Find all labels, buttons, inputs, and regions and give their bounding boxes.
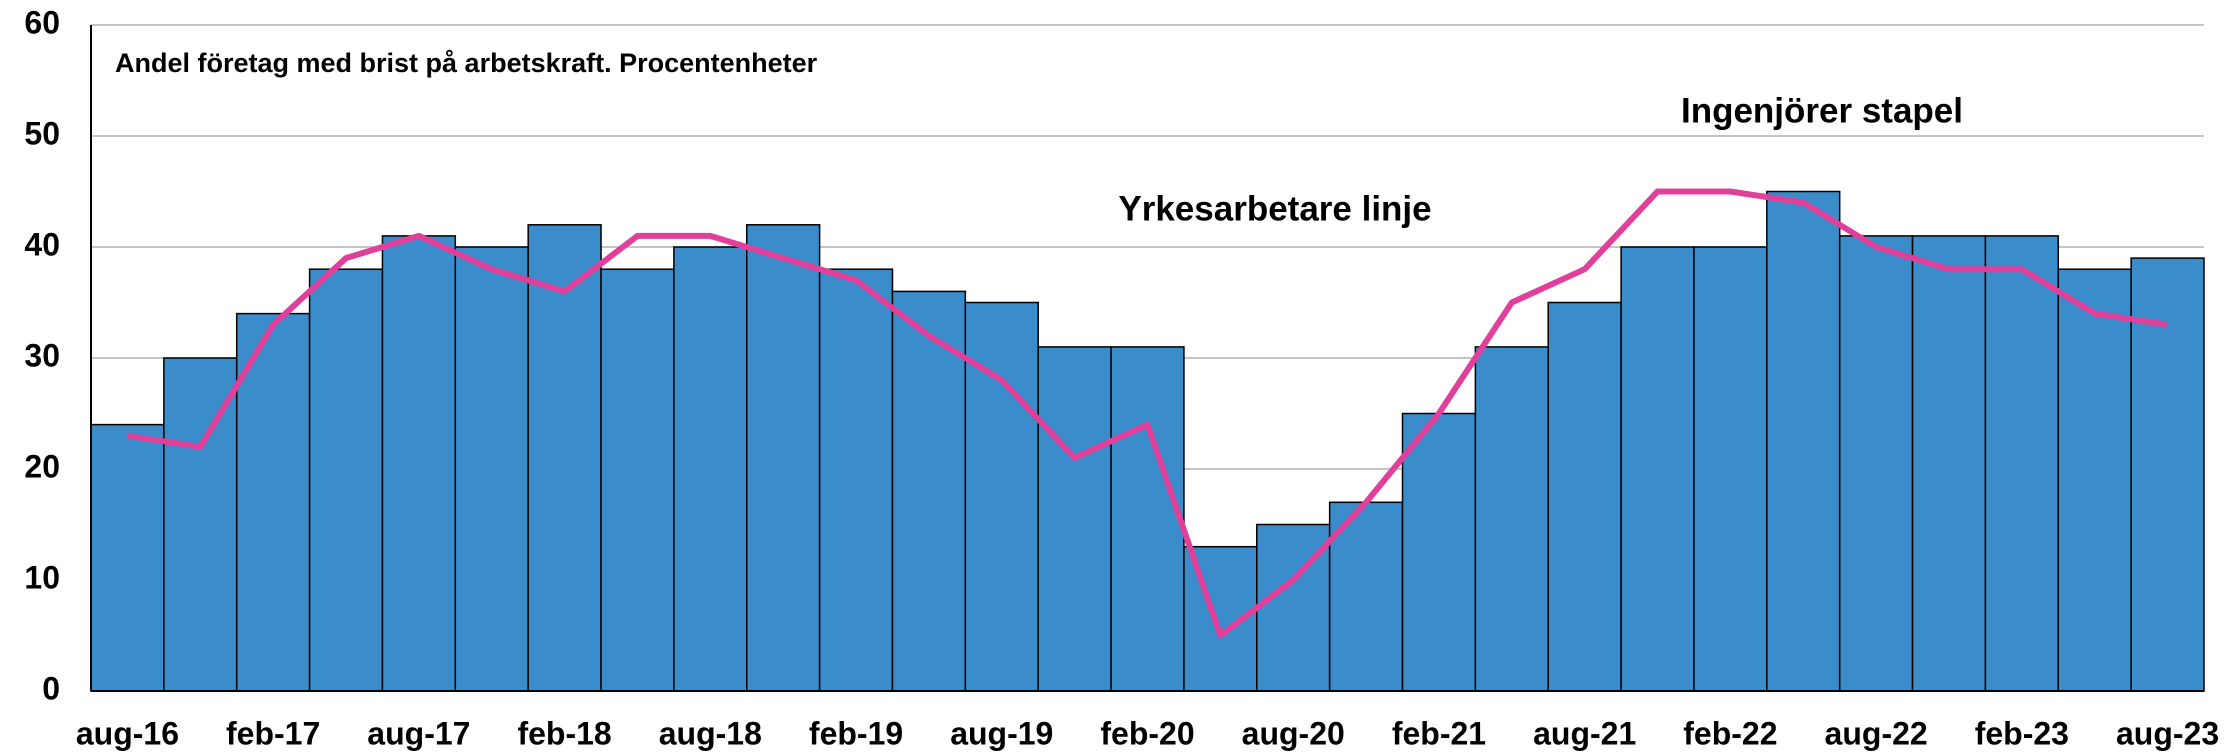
y-tick-label: 10	[24, 559, 60, 595]
y-tick-label: 0	[42, 670, 60, 706]
bar	[1984, 235, 2060, 692]
bar	[1547, 301, 1622, 692]
annotation: Yrkesarbetare linje	[1118, 189, 1431, 228]
bar	[381, 235, 457, 692]
bar	[454, 246, 529, 692]
x-tick-label: aug-16	[76, 715, 179, 751]
x-tick-label: aug-21	[1533, 715, 1636, 751]
x-tick-label: feb-18	[517, 715, 611, 751]
x-tick-label: feb-23	[1975, 715, 2069, 751]
bar	[90, 423, 165, 692]
bar	[1838, 235, 1914, 692]
chart-title: Andel företag med brist på arbetskraft. …	[115, 48, 818, 78]
x-tick-label: feb-17	[226, 715, 320, 751]
bar	[1620, 246, 1695, 692]
bar	[1474, 346, 1549, 692]
x-tick-label: aug-18	[659, 715, 762, 751]
x-tick-label: feb-22	[1683, 715, 1777, 751]
bar	[2057, 268, 2132, 692]
bar	[673, 246, 748, 692]
x-tick-label: feb-20	[1100, 715, 1194, 751]
line	[126, 188, 2169, 639]
x-tick-label: aug-19	[950, 715, 1053, 751]
bar	[1401, 412, 1477, 692]
x-tick-label: aug-20	[1242, 715, 1345, 751]
bar	[964, 301, 1039, 692]
x-tick-label: feb-21	[1392, 715, 1486, 751]
bar	[1693, 246, 1768, 692]
x-tick-label: aug-22	[1825, 715, 1928, 751]
x-tick-label: aug-23	[2116, 715, 2219, 751]
bar	[746, 224, 821, 692]
bar	[527, 224, 602, 692]
y-tick-label: 30	[24, 337, 60, 373]
bar	[1328, 501, 1404, 692]
x-tick-label: aug-17	[367, 715, 470, 751]
y-tick-label: 20	[24, 448, 60, 484]
bar	[2130, 257, 2205, 692]
bar	[1766, 190, 1841, 692]
bar	[818, 268, 894, 692]
y-tick-label: 50	[24, 115, 60, 151]
bar	[600, 268, 675, 692]
annotation: Ingenjörer stapel	[1681, 91, 1963, 130]
bar	[1037, 346, 1112, 692]
bar	[1110, 346, 1185, 692]
x-tick-label: feb-19	[809, 715, 903, 751]
bar	[1911, 235, 1987, 692]
y-tick-label: 40	[24, 226, 60, 262]
y-tick-label: 60	[24, 4, 60, 40]
bar	[308, 268, 384, 692]
